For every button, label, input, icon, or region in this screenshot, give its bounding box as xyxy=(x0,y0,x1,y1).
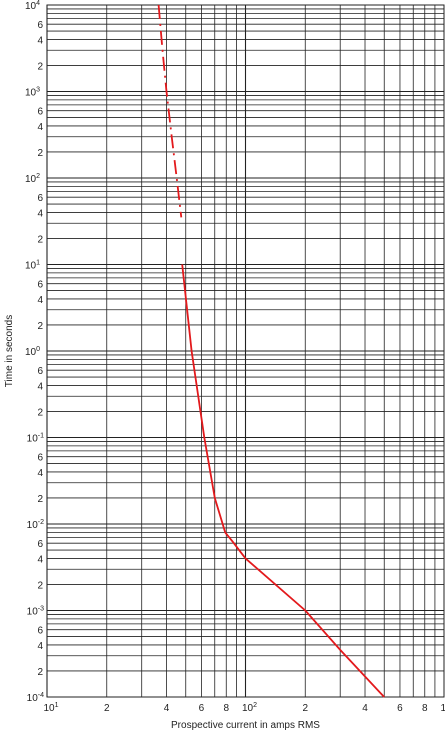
y-tick-label: 10-4 xyxy=(27,692,44,704)
x-tick-label: 6 xyxy=(397,703,403,714)
y-tick-label: 4 xyxy=(37,122,43,133)
y-tick-label: 4 xyxy=(37,35,43,46)
y-tick-label: 6 xyxy=(37,20,43,31)
y-tick-label: 4 xyxy=(37,641,43,652)
y-tick-label: 4 xyxy=(37,468,43,479)
y-tick-label: 4 xyxy=(37,208,43,219)
y-tick-label: 102 xyxy=(25,173,40,185)
x-tick-label: 2 xyxy=(104,703,110,714)
time-current-curves xyxy=(157,4,385,698)
y-tick-label: 10-1 xyxy=(27,433,44,445)
x-axis-title: Prospective current in amps RMS xyxy=(171,720,320,731)
y-axis-tick-labels: 104 6 4 2 103 6 4 2 102 6 4 2 101 6 4 2 100 6 4 2 10-1 6 4 2 10-… xyxy=(25,0,44,704)
y-tick-label: 10-3 xyxy=(27,606,44,618)
x-tick-label: 8 xyxy=(422,703,428,714)
y-tick-label: 4 xyxy=(37,381,43,392)
x-tick-label: 8 xyxy=(223,703,229,714)
solid-curve-segment xyxy=(181,264,385,698)
x-tick-label: 4 xyxy=(164,703,170,714)
y-tick-label: 2 xyxy=(37,234,43,245)
y-tick-label: 2 xyxy=(37,148,43,159)
y-tick-label: 2 xyxy=(37,494,43,505)
y-tick-label: 6 xyxy=(37,107,43,118)
y-tick-label: 2 xyxy=(37,61,43,72)
y-axis-title: Time in seconds xyxy=(4,315,15,387)
y-tick-label: 2 xyxy=(37,667,43,678)
y-tick-label: 6 xyxy=(37,193,43,204)
y-tick-label: 6 xyxy=(37,626,43,637)
y-tick-label: 10-2 xyxy=(27,519,44,531)
y-tick-label: 2 xyxy=(37,580,43,591)
x-tick-label: 101 xyxy=(43,702,58,714)
y-tick-label: 4 xyxy=(37,295,43,306)
y-tick-label: 2 xyxy=(37,407,43,418)
x-tick-label: 102 xyxy=(242,702,257,714)
y-tick-label: 4 xyxy=(37,554,43,565)
y-tick-label: 103 xyxy=(25,87,40,99)
y-tick-label: 6 xyxy=(37,453,43,464)
y-tick-label: 6 xyxy=(37,366,43,377)
dashed-curve-segment xyxy=(157,4,183,218)
y-tick-label: 2 xyxy=(37,321,43,332)
y-tick-label: 100 xyxy=(25,346,40,358)
plot-frame xyxy=(46,4,445,698)
y-tick-label: 6 xyxy=(37,280,43,291)
chart-grid xyxy=(46,5,444,698)
x-axis-tick-labels: 101 2 4 6 8 102 2 4 6 8 103 xyxy=(43,702,445,714)
y-tick-label: 6 xyxy=(37,539,43,550)
y-tick-label: 104 xyxy=(25,0,40,12)
x-tick-label: 4 xyxy=(362,703,368,714)
y-tick-label: 101 xyxy=(25,260,40,272)
x-tick-label: 6 xyxy=(199,703,205,714)
x-tick-label: 103 xyxy=(440,702,445,714)
x-tick-label: 2 xyxy=(302,703,308,714)
